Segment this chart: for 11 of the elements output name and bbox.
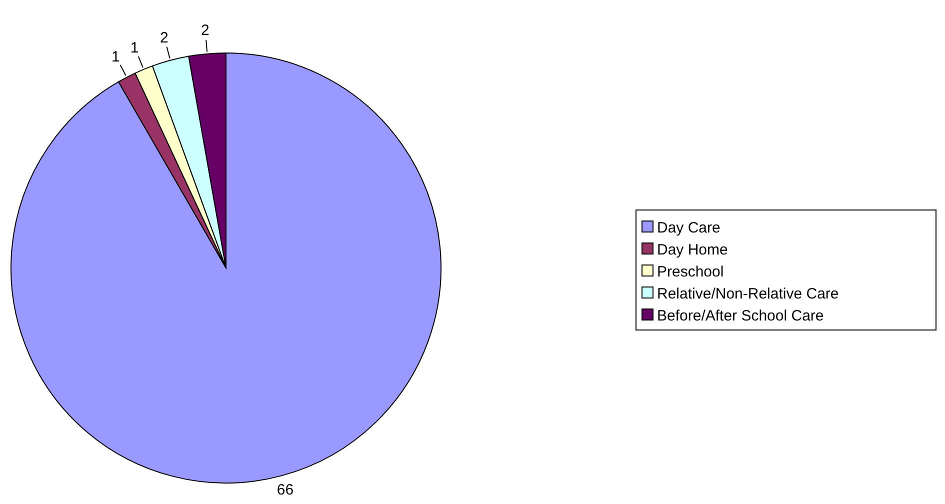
legend-label: Relative/Non-Relative Care — [657, 285, 839, 302]
legend-label: Preschool — [657, 263, 724, 280]
data-label: 1 — [130, 39, 139, 56]
data-label: 2 — [201, 22, 210, 40]
data-label: 2 — [160, 29, 168, 46]
legend-label: Day Care — [657, 219, 720, 236]
legend-label: Before/After School Care — [657, 307, 824, 324]
pie-slice — [10, 52, 442, 484]
legend-label: Day Home — [657, 241, 728, 258]
data-label: 66 — [276, 481, 294, 498]
data-label: 1 — [111, 48, 120, 66]
